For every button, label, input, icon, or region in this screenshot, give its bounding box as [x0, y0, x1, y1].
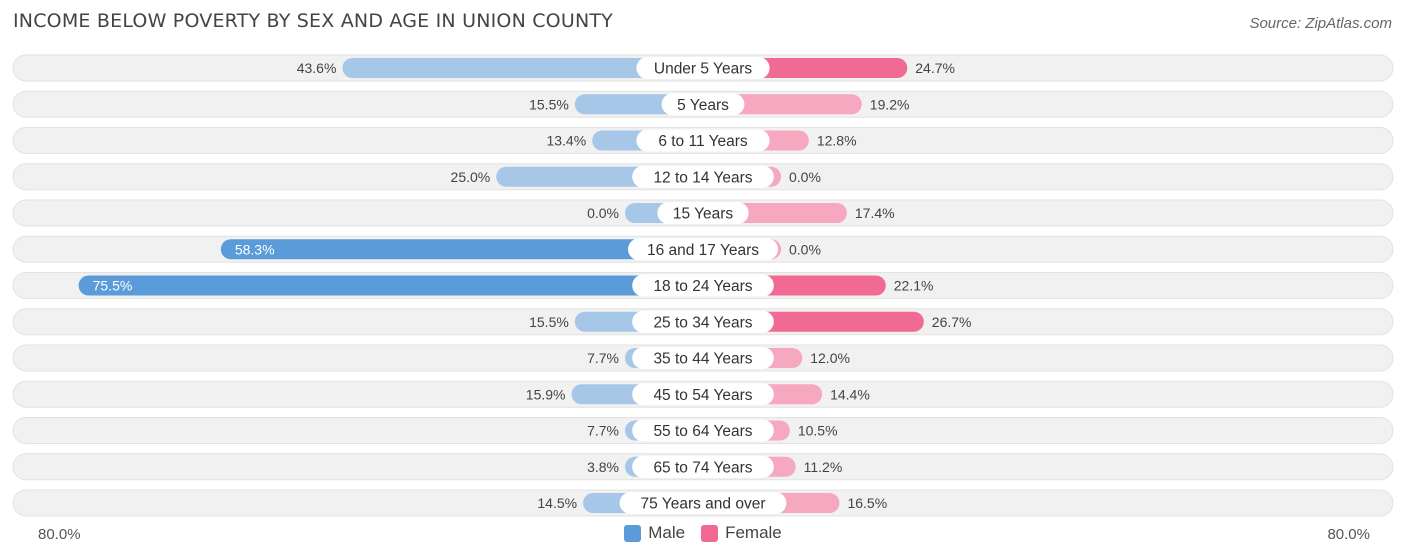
category-label: 6 to 11 Years: [658, 133, 748, 150]
female-value-label: 0.0%: [789, 169, 821, 185]
category-label-pill: [632, 455, 774, 478]
category-label: 12 to 14 Years: [653, 169, 752, 186]
male-value-label: 0.0%: [587, 205, 619, 221]
female-value-label: 16.5%: [847, 495, 887, 511]
male-bar[interactable]: [78, 275, 704, 296]
legend-label-male: Male: [648, 523, 686, 542]
male-bar[interactable]: [342, 58, 703, 78]
legend-label-female: Female: [725, 523, 782, 542]
female-value-label: 12.8%: [817, 133, 857, 149]
category-label-pill: [632, 347, 774, 369]
male-bar[interactable]: [220, 239, 703, 260]
male-value-label: 15.5%: [529, 96, 569, 112]
female-value-label: 11.2%: [804, 459, 843, 475]
category-label: 15 Years: [673, 206, 734, 223]
female-value-label: 0.0%: [789, 241, 821, 257]
category-label-pill: [636, 57, 770, 79]
category-label: 65 to 74 Years: [653, 459, 752, 476]
category-label-pill: [632, 383, 774, 406]
male-value-label: 7.7%: [587, 423, 619, 439]
axis-right-label: 80.0%: [1327, 526, 1370, 543]
category-label: 45 to 54 Years: [653, 387, 752, 404]
legend-swatch-male: [624, 524, 642, 542]
legend-item-female[interactable]: Female: [701, 523, 782, 543]
chart-legend: Male Female: [0, 523, 1406, 543]
category-label-pill: [628, 238, 778, 261]
category-label-pill: [657, 202, 749, 224]
category-label: 25 to 34 Years: [653, 314, 752, 331]
male-value-label: 3.8%: [587, 459, 619, 475]
male-value-label: 15.5%: [529, 314, 569, 330]
category-label-pill: [619, 492, 787, 514]
category-label-pill: [632, 274, 774, 297]
male-value-label: 58.3%: [235, 241, 275, 257]
female-value-label: 24.7%: [915, 60, 955, 76]
female-value-label: 26.7%: [932, 314, 972, 330]
category-label: 55 to 64 Years: [653, 423, 752, 440]
female-value-label: 22.1%: [894, 278, 934, 294]
legend-swatch-female: [701, 524, 719, 542]
male-value-label: 25.0%: [451, 169, 491, 185]
category-label: 16 and 17 Years: [647, 242, 759, 259]
female-value-label: 12.0%: [810, 350, 850, 366]
category-label: 18 to 24 Years: [653, 278, 752, 295]
category-label-pill: [661, 93, 745, 116]
male-value-label: 15.9%: [526, 386, 566, 402]
male-value-label: 75.5%: [93, 278, 133, 294]
category-label-pill: [632, 165, 774, 188]
female-value-label: 14.4%: [830, 386, 870, 402]
female-value-label: 10.5%: [798, 423, 838, 439]
source-note: Source: ZipAtlas.com: [1249, 15, 1392, 32]
male-value-label: 14.5%: [537, 495, 577, 511]
category-label-pill: [632, 419, 774, 442]
category-label-pill: [632, 310, 774, 333]
category-label: 75 Years and over: [641, 496, 766, 513]
female-value-label: 17.4%: [855, 205, 895, 221]
female-value-label: 19.2%: [870, 96, 910, 112]
chart-title: INCOME BELOW POVERTY BY SEX AND AGE IN U…: [13, 10, 613, 32]
male-value-label: 43.6%: [297, 60, 337, 76]
category-label: 5 Years: [677, 97, 729, 114]
category-label: Under 5 Years: [654, 61, 752, 78]
axis-left-label: 80.0%: [38, 526, 81, 543]
male-value-label: 7.7%: [587, 350, 619, 366]
category-label-pill: [636, 129, 770, 152]
male-value-label: 13.4%: [546, 133, 586, 149]
legend-item-male[interactable]: Male: [624, 523, 685, 543]
category-label: 35 to 44 Years: [653, 351, 752, 368]
diverging-bar-chart: 43.6% 24.7% Under 5 Years 15.5% 19.2% 5 Years…: [12, 54, 1394, 517]
